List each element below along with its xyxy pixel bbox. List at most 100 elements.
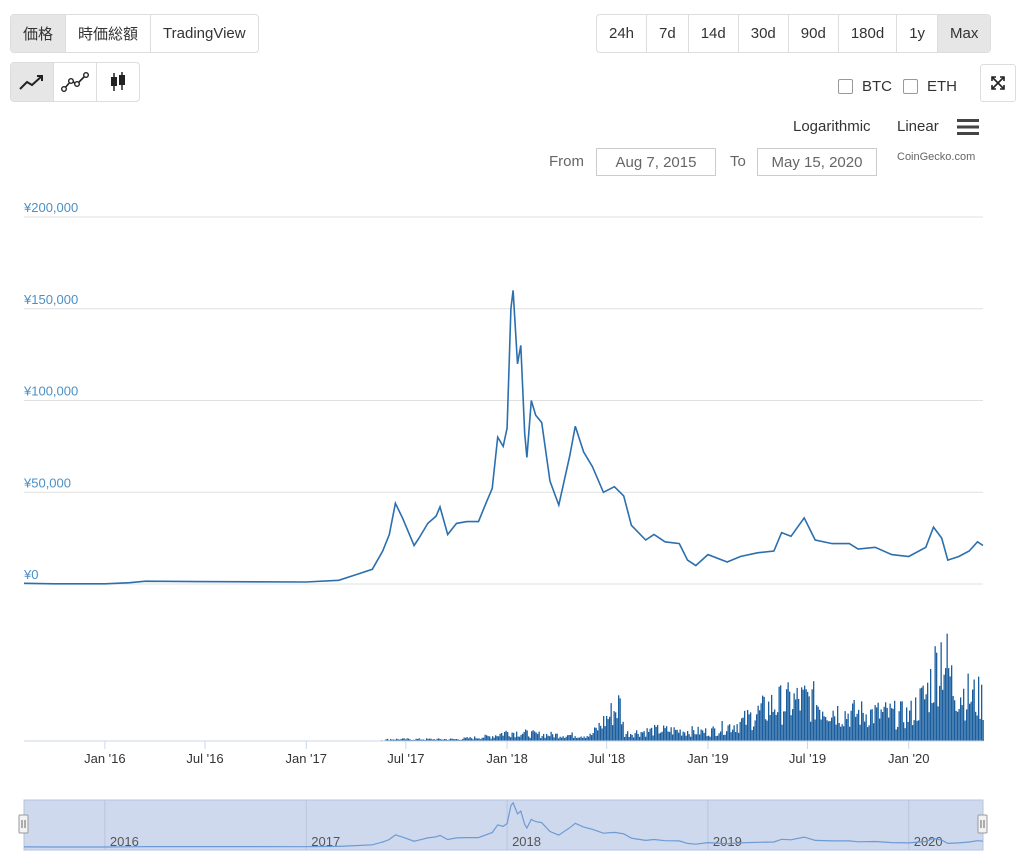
tab-market-cap[interactable]: 時価総額 — [66, 15, 152, 52]
volume-bar — [489, 736, 491, 741]
volume-bar — [946, 633, 948, 741]
grid-lines — [24, 216, 983, 585]
volume-bar — [471, 738, 473, 741]
volume-bar — [844, 711, 846, 741]
volume-bar — [763, 696, 765, 741]
volume-bar — [633, 737, 635, 741]
compare-btc-checkbox[interactable]: BTC — [838, 78, 892, 95]
range-1y-button[interactable]: 1y — [897, 15, 939, 52]
volume-bar — [705, 728, 707, 741]
volume-bar — [526, 730, 528, 741]
navigator[interactable]: 2016 2017 2018 2019 2020 — [18, 799, 988, 851]
y-tick-label: ¥0 — [23, 567, 38, 582]
volume-bar — [760, 703, 762, 741]
candlestick-style-button[interactable] — [97, 63, 139, 101]
volume-bar — [429, 738, 431, 741]
volume-bar — [672, 734, 674, 741]
volume-bar — [418, 738, 420, 741]
volume-bar — [840, 726, 842, 741]
volume-bar — [919, 688, 921, 741]
range-180d-button[interactable]: 180d — [839, 15, 898, 52]
volume-bar — [976, 715, 978, 741]
volume-bar — [630, 734, 632, 741]
volume-bar — [606, 716, 608, 741]
checkbox-box[interactable] — [903, 79, 918, 94]
volume-bar — [774, 709, 776, 741]
volume-bar — [480, 739, 482, 741]
volume-bar — [781, 724, 783, 741]
volume-bar — [738, 732, 740, 741]
volume-bar — [810, 721, 812, 741]
range-24h-button[interactable]: 24h — [597, 15, 648, 52]
range-90d-button[interactable]: 90d — [789, 15, 839, 52]
from-date-input[interactable]: Aug 7, 2015 — [596, 148, 716, 176]
volume-bar — [649, 728, 651, 741]
volume-bar — [981, 684, 983, 741]
range-max-button[interactable]: Max — [938, 15, 991, 52]
volume-bar — [552, 734, 554, 741]
volume-bar — [394, 739, 396, 741]
volume-bar — [420, 739, 422, 741]
volume-bar — [499, 733, 501, 741]
menu-icon[interactable] — [957, 118, 979, 136]
x-tick-label: Jan '17 — [285, 751, 327, 766]
volume-bar — [387, 738, 389, 741]
volume-bar — [532, 730, 534, 741]
navigator-year-label: 2017 — [311, 834, 340, 849]
volume-bar — [396, 738, 398, 741]
line-style-button[interactable] — [11, 63, 54, 101]
volume-bar — [498, 736, 500, 741]
volume-bar — [741, 718, 743, 741]
volume-bar — [465, 737, 467, 741]
range-14d-button[interactable]: 14d — [689, 15, 739, 52]
volume-bar — [714, 728, 716, 741]
volume-bar — [516, 731, 518, 741]
volume-bar — [772, 711, 774, 741]
tab-price[interactable]: 価格 — [11, 15, 67, 52]
volume-bar — [846, 719, 848, 741]
navigator-left-handle[interactable] — [18, 814, 29, 834]
volume-bar — [826, 720, 828, 741]
volume-bar — [391, 739, 393, 741]
volume-bar — [454, 739, 456, 741]
volume-bar — [916, 720, 918, 741]
volume-bar — [597, 730, 599, 741]
volume-bar — [744, 710, 746, 741]
volume-bar — [865, 714, 867, 741]
compare-eth-checkbox[interactable]: ETH — [903, 78, 957, 95]
volume-bar — [637, 734, 639, 741]
volume-bar — [640, 732, 642, 741]
volume-bar — [778, 686, 780, 741]
x-tick-label: Jan '16 — [84, 751, 126, 766]
navigator-selection[interactable] — [23, 799, 984, 851]
handle-body[interactable] — [977, 814, 988, 834]
range-7d-button[interactable]: 7d — [647, 15, 689, 52]
point-line-style-button[interactable] — [54, 63, 97, 101]
volume-bar — [541, 736, 543, 741]
checkbox-box[interactable] — [838, 79, 853, 94]
volume-bar — [664, 728, 666, 741]
to-date-input[interactable]: May 15, 2020 — [757, 148, 877, 176]
from-label: From — [549, 153, 584, 170]
tab-tradingview[interactable]: TradingView — [163, 25, 246, 42]
fullscreen-button[interactable] — [980, 64, 1016, 102]
volume-bar — [544, 737, 546, 741]
handle-body[interactable] — [18, 814, 29, 834]
volume-bar — [795, 699, 797, 741]
logarithmic-scale-button[interactable]: Logarithmic — [793, 118, 871, 135]
linear-scale-button[interactable]: Linear — [897, 118, 939, 135]
x-tick-label: Jul '19 — [789, 751, 826, 766]
volume-bar — [556, 733, 558, 741]
navigator-year-label: 2020 — [914, 834, 943, 849]
volume-bar — [423, 739, 425, 741]
volume-bar — [693, 730, 695, 741]
volume-bar — [675, 729, 677, 741]
navigator-right-handle[interactable] — [977, 814, 988, 834]
volume-bar — [678, 732, 680, 741]
volume-bar — [924, 699, 926, 741]
volume-bar — [666, 726, 668, 741]
volume-bar — [786, 689, 788, 741]
volume-bar — [711, 728, 713, 741]
volume-bar — [961, 705, 963, 741]
range-30d-button[interactable]: 30d — [739, 15, 789, 52]
